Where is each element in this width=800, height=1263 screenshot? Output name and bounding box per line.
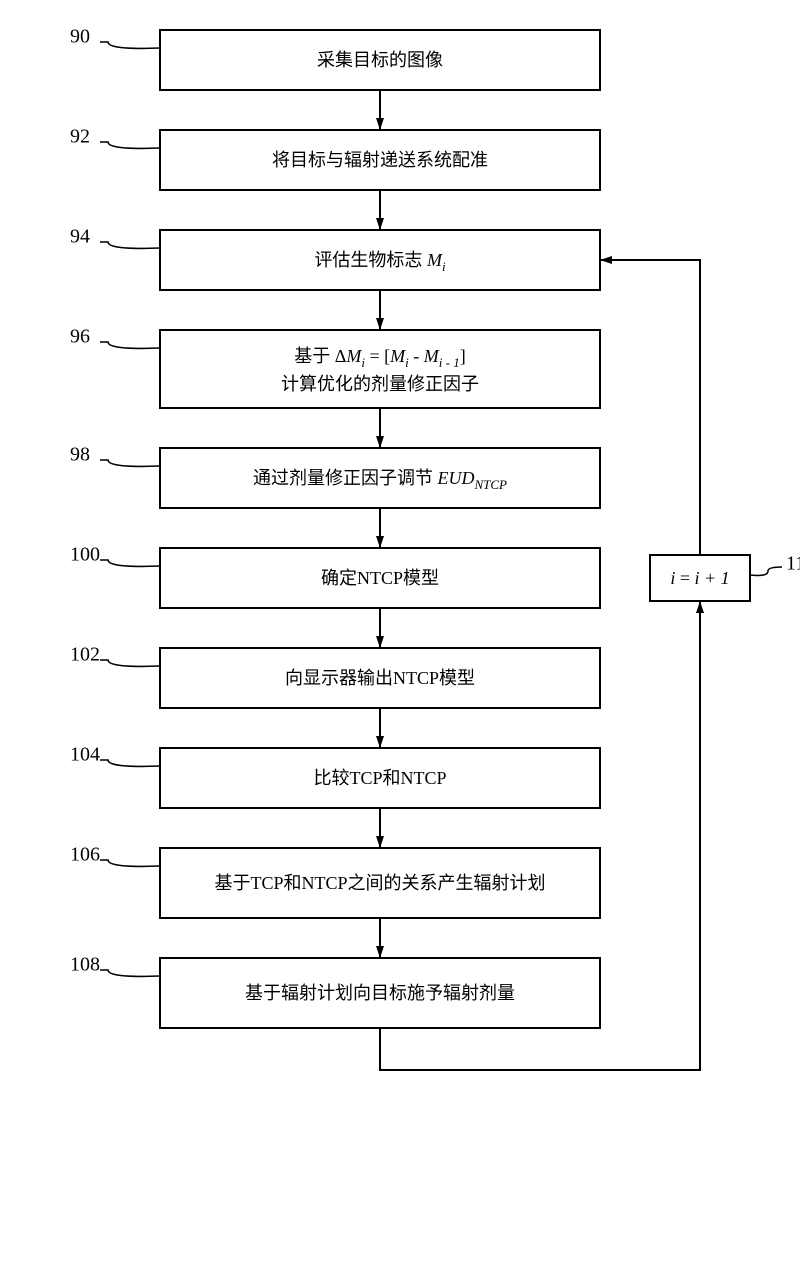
svg-text:基于 ΔMi = [Mi - Mi - 1]: 基于 ΔMi = [Mi - Mi - 1]	[294, 346, 465, 370]
flow-step-106: 基于TCP和NTCP之间的关系产生辐射计划	[160, 848, 600, 918]
flowchart-diagram: 采集目标的图像 90 将目标与辐射递送系统配准 92 评估生物标志 Mi 94 基于 ΔMi…	[0, 0, 800, 1263]
svg-text:i = i + 1: i = i + 1	[670, 568, 729, 588]
svg-text:采集目标的图像: 采集目标的图像	[317, 50, 443, 70]
svg-text:向显示器输出NTCP模型: 向显示器输出NTCP模型	[285, 668, 475, 688]
svg-text:92: 92	[70, 126, 90, 148]
svg-text:102: 102	[70, 644, 100, 666]
svg-text:比较TCP和NTCP: 比较TCP和NTCP	[313, 768, 446, 788]
flow-step-92: 将目标与辐射递送系统配准	[160, 130, 600, 190]
svg-text:110: 110	[786, 553, 800, 575]
flow-step-96: 基于 ΔMi = [Mi - Mi - 1] 计算优化的剂量修正因子	[160, 330, 600, 408]
svg-text:确定NTCP模型: 确定NTCP模型	[321, 568, 439, 588]
svg-text:基于TCP和NTCP之间的关系产生辐射计划: 基于TCP和NTCP之间的关系产生辐射计划	[214, 873, 545, 893]
svg-text:通过剂量修正因子调节 EUDNTCP: 通过剂量修正因子调节 EUDNTCP	[253, 468, 507, 492]
svg-text:108: 108	[70, 954, 100, 976]
svg-text:评估生物标志 Mi: 评估生物标志 Mi	[314, 250, 446, 274]
flow-step-94: 评估生物标志 Mi	[160, 230, 600, 290]
flow-step-90: 采集目标的图像	[160, 30, 600, 90]
svg-text:将目标与辐射递送系统配准: 将目标与辐射递送系统配准	[272, 150, 488, 170]
svg-text:100: 100	[70, 544, 100, 566]
svg-text:104: 104	[70, 744, 100, 766]
svg-text:计算优化的剂量修正因子: 计算优化的剂量修正因子	[281, 374, 479, 394]
flow-step-102: 向显示器输出NTCP模型	[160, 648, 600, 708]
flow-step-110: i = i + 1	[650, 555, 750, 601]
svg-text:98: 98	[70, 444, 90, 466]
svg-text:基于辐射计划向目标施予辐射剂量: 基于辐射计划向目标施予辐射剂量	[245, 983, 515, 1003]
flow-step-98: 通过剂量修正因子调节 EUDNTCP	[160, 448, 600, 508]
flow-step-108: 基于辐射计划向目标施予辐射剂量	[160, 958, 600, 1028]
flow-step-104: 比较TCP和NTCP	[160, 748, 600, 808]
svg-text:96: 96	[70, 326, 90, 348]
svg-text:106: 106	[70, 844, 100, 866]
svg-text:94: 94	[70, 226, 90, 248]
svg-text:90: 90	[70, 26, 90, 48]
flow-step-100: 确定NTCP模型	[160, 548, 600, 608]
